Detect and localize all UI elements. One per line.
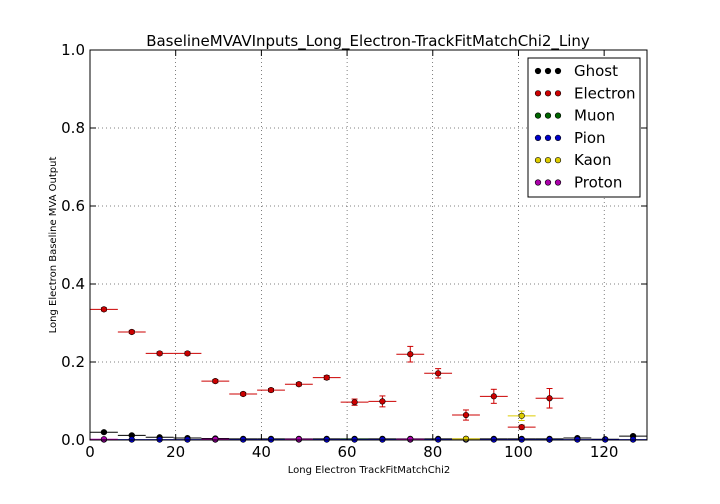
legend-marker — [534, 157, 542, 164]
axis-ticks: 0 20 40 60 80 100 120 0.0 0.2 0.4 0.6 0.8 1.0 — [61, 41, 647, 461]
x-tick-label: 100 — [504, 443, 533, 461]
series-kaon — [452, 410, 536, 442]
x-tick-label: 40 — [252, 443, 271, 461]
legend-marker — [544, 67, 552, 75]
data-point — [490, 393, 497, 400]
data-point — [462, 435, 470, 442]
legend-marker — [554, 179, 562, 186]
y-tick-label: 0.8 — [61, 119, 85, 137]
legend-label: Kaon — [574, 151, 611, 169]
series-electron — [90, 306, 564, 431]
legend-label: Muon — [574, 107, 615, 125]
chart-title: BaselineMVAVInputs_Long_Electron-TrackFi… — [146, 32, 590, 51]
y-axis-label: Long Electron Baseline MVA Output — [48, 157, 59, 334]
data-point — [156, 350, 163, 357]
legend-marker — [534, 179, 542, 186]
legend-marker — [544, 157, 552, 164]
data-point — [407, 436, 414, 443]
data-point — [379, 398, 386, 405]
y-tick-label: 1.0 — [61, 41, 85, 59]
data-point — [100, 429, 108, 436]
legend-label: Pion — [574, 129, 606, 147]
x-tick-label: 0 — [85, 443, 95, 461]
data-point — [100, 436, 108, 443]
data-point — [435, 370, 442, 377]
legend-label: Electron — [574, 84, 636, 102]
x-tick-label: 120 — [590, 443, 619, 461]
legend: Ghost Electron Muon Pion Kaon Proton — [527, 57, 641, 198]
legend-marker — [544, 112, 552, 119]
data-point — [295, 436, 302, 443]
data-point — [212, 378, 219, 385]
data-point — [518, 424, 525, 431]
data-point — [407, 351, 414, 358]
data-point — [212, 436, 219, 443]
legend-marker — [554, 67, 562, 75]
data-point — [267, 386, 275, 394]
legend-label: Ghost — [574, 62, 618, 80]
legend-marker — [544, 134, 552, 141]
legend-marker — [554, 90, 562, 97]
legend-marker — [554, 134, 562, 141]
legend-marker — [534, 67, 542, 75]
legend-marker — [544, 90, 552, 97]
data-point — [518, 412, 525, 419]
legend-label: Proton — [574, 174, 622, 192]
data-point — [295, 381, 302, 388]
data-point — [546, 395, 553, 402]
legend-marker — [544, 179, 552, 186]
x-tick-label: 20 — [166, 443, 185, 461]
data-point — [323, 374, 330, 381]
legend-marker — [534, 112, 542, 119]
y-tick-label: 0.0 — [61, 431, 85, 449]
data-point — [240, 390, 247, 398]
legend-box — [527, 57, 641, 198]
x-tick-label: 60 — [338, 443, 357, 461]
legend-marker — [534, 134, 542, 141]
data-point — [184, 350, 191, 357]
y-tick-label: 0.6 — [61, 197, 85, 215]
y-tick-label: 0.2 — [61, 353, 85, 371]
x-tick-label: 80 — [423, 443, 442, 461]
legend-marker — [534, 90, 542, 97]
y-tick-label: 0.4 — [61, 275, 85, 293]
legend-marker — [554, 112, 562, 119]
data-marks — [90, 306, 647, 443]
x-axis-label: Long Electron TrackFitMatchChi2 — [288, 465, 450, 476]
data-point — [100, 306, 108, 313]
data-point — [351, 399, 358, 406]
data-point — [462, 411, 470, 419]
data-point — [128, 328, 135, 336]
legend-marker — [554, 157, 562, 164]
plot-frame — [89, 49, 648, 441]
